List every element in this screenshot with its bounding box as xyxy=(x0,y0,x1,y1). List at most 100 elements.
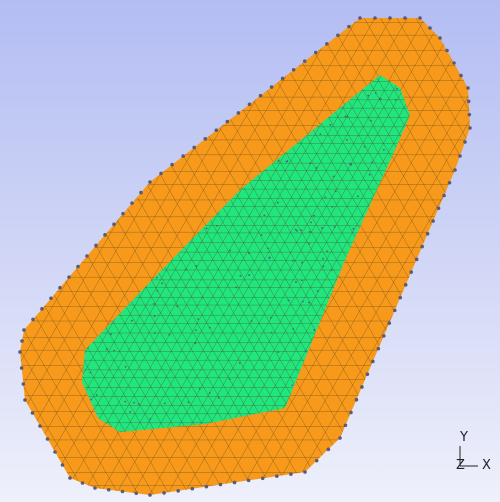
boundary-node xyxy=(181,154,185,158)
mesh-edge xyxy=(0,0,28,502)
mesh-node xyxy=(137,183,140,186)
mesh-node xyxy=(307,242,310,245)
mesh-node xyxy=(308,301,310,304)
mesh-node xyxy=(394,354,397,357)
boundary-node xyxy=(22,328,26,332)
mesh-node xyxy=(260,234,263,236)
mesh-node xyxy=(374,92,377,94)
boundary-node xyxy=(360,385,364,389)
boundary-node xyxy=(103,233,107,237)
boundary-node xyxy=(260,476,265,481)
mesh-node xyxy=(371,161,374,164)
boundary-node xyxy=(20,339,24,343)
mesh-node xyxy=(368,173,371,176)
mesh-node xyxy=(390,383,392,386)
boundary-node xyxy=(23,398,27,402)
boundary-node xyxy=(280,76,285,81)
boundary-node xyxy=(170,162,174,167)
mesh-node xyxy=(397,359,399,362)
mesh-node xyxy=(369,119,372,122)
mesh-edge xyxy=(492,0,500,502)
mesh-edge xyxy=(467,18,470,495)
boundary-node xyxy=(343,423,348,428)
mesh-node xyxy=(372,396,375,399)
mesh-node xyxy=(208,326,211,329)
axis-triad[interactable]: Y Z X xyxy=(456,430,491,473)
mesh-node xyxy=(304,350,307,352)
mesh-edge xyxy=(481,0,500,502)
boundary-node xyxy=(463,140,467,144)
mesh-node xyxy=(330,269,333,271)
boundary-node xyxy=(409,270,413,274)
mesh-node xyxy=(344,115,347,118)
mesh-node xyxy=(113,79,116,82)
x-axis-label: X xyxy=(482,458,491,473)
boundary-node xyxy=(387,321,392,325)
mesh-edge xyxy=(465,18,470,495)
mesh-node xyxy=(153,303,155,305)
boundary-node xyxy=(376,346,381,351)
mesh-node xyxy=(382,359,384,361)
mesh-edge xyxy=(20,18,470,495)
boundary-node xyxy=(53,450,57,454)
boundary-node xyxy=(467,112,472,117)
mesh-node xyxy=(239,274,242,277)
boundary-node xyxy=(382,334,386,338)
mesh-node xyxy=(153,332,156,334)
mesh-node xyxy=(382,148,385,151)
mesh-node xyxy=(380,397,383,399)
mesh-node xyxy=(176,305,179,308)
boundary-node xyxy=(403,283,408,287)
mesh-node xyxy=(356,195,359,198)
boundary-node xyxy=(326,447,331,452)
boundary-node xyxy=(60,463,65,467)
mesh-node xyxy=(107,174,110,177)
boundary-node xyxy=(45,437,50,441)
mesh-node xyxy=(149,418,152,420)
mesh-node xyxy=(376,366,379,369)
mesh-node xyxy=(404,427,407,429)
mesh-node xyxy=(326,250,329,253)
boundary-node xyxy=(445,48,449,53)
boundary-node xyxy=(58,285,62,290)
mesh-node xyxy=(153,315,156,318)
mesh-node xyxy=(152,89,155,92)
mesh-node xyxy=(395,87,398,90)
mesh-node xyxy=(221,111,224,113)
mesh-node xyxy=(287,299,290,302)
mesh-node xyxy=(144,153,147,156)
boundary-node xyxy=(203,137,208,141)
mesh-node xyxy=(129,411,131,413)
boundary-node xyxy=(121,211,125,216)
boundary-node xyxy=(246,478,251,483)
mesh-node xyxy=(333,225,336,228)
mesh-node xyxy=(295,281,297,284)
mesh-edge xyxy=(481,0,500,502)
mesh-node xyxy=(276,201,279,204)
mesh-node xyxy=(208,392,211,394)
mesh-node xyxy=(95,394,98,396)
mesh-edge xyxy=(20,18,28,495)
mesh-node xyxy=(134,192,137,194)
boundary-node xyxy=(302,59,307,63)
mesh-node xyxy=(203,106,206,109)
boundary-node xyxy=(120,489,125,494)
boundary-node xyxy=(371,359,375,364)
mesh-edge xyxy=(477,0,500,502)
